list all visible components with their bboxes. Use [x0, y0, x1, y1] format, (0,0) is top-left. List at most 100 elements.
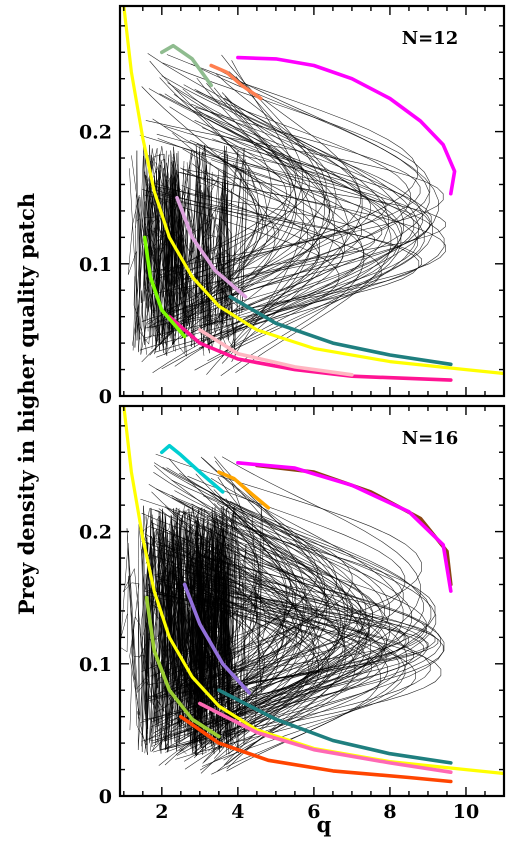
series-line-0 [122, 6, 504, 376]
background-trajectory [226, 543, 347, 766]
series-line-0 [122, 406, 504, 776]
background-trajectory [167, 82, 296, 276]
series-line-2 [236, 460, 453, 593]
background-trajectory [230, 596, 303, 675]
series-line-8 [175, 195, 248, 299]
panel-top-series [122, 6, 504, 382]
background-trajectory [194, 88, 419, 371]
y-tick-label: 0 [99, 786, 112, 808]
y-tick-label: 0.1 [79, 254, 112, 276]
background-trajectory [171, 586, 197, 703]
background-trajectory [143, 590, 414, 721]
background-trajectory [148, 184, 168, 346]
background-trajectory [164, 593, 372, 742]
background-trajectory [190, 63, 430, 332]
series-line-6 [179, 714, 453, 784]
background-trajectory [209, 216, 236, 351]
background-trajectory [175, 590, 416, 760]
background-trajectory [213, 456, 327, 759]
background-trajectory [154, 509, 383, 728]
panel-top-ticks: 0 0.1 0.2 [79, 6, 505, 408]
background-trajectory [182, 148, 308, 322]
background-trajectory [225, 543, 427, 708]
background-trajectory [161, 75, 389, 370]
background-trajectory [159, 511, 179, 749]
background-trajectory [152, 118, 320, 373]
background-trajectory [232, 515, 437, 724]
background-trajectory [223, 535, 315, 766]
series-line-4 [198, 328, 354, 377]
background-trajectory [122, 567, 151, 720]
background-trajectory [223, 563, 245, 738]
background-trajectory [194, 228, 216, 326]
background-trajectory [181, 562, 427, 700]
background-trajectory [153, 540, 445, 753]
series-line-2 [228, 294, 453, 367]
series-line-5 [160, 443, 225, 494]
background-trajectory [211, 571, 226, 752]
y-axis-title: Prey density in higher quality patch [14, 193, 39, 615]
panel-top: 0 0.1 0.2 N=12 [79, 4, 506, 408]
background-trajectory [219, 497, 291, 672]
background-trajectory [163, 564, 199, 742]
background-trajectory [229, 147, 245, 354]
x-tick-label: 2 [155, 801, 168, 823]
background-trajectory [139, 551, 172, 679]
background-trajectory [144, 194, 423, 329]
panel-bottom: 0 0.1 0.2 2 4 6 8 10 N=16 [79, 404, 506, 823]
background-trajectory [213, 489, 297, 688]
background-trajectory [224, 95, 296, 305]
series-line-8 [182, 582, 252, 695]
background-trajectory [127, 195, 151, 341]
background-trajectory [164, 93, 330, 336]
series-line-1 [236, 55, 457, 196]
background-trajectory [162, 466, 337, 695]
background-trajectory [191, 103, 423, 333]
background-trajectory [222, 506, 248, 687]
background-trajectory [213, 503, 293, 691]
background-trajectory [195, 106, 421, 274]
background-trajectory [149, 144, 174, 351]
x-tick-label: 8 [383, 801, 396, 823]
y-tick-label: 0.1 [79, 654, 112, 676]
background-trajectory [225, 543, 253, 756]
background-trajectory [182, 168, 446, 281]
background-trajectory [216, 149, 239, 267]
background-trajectory [189, 139, 399, 346]
background-trajectory [150, 155, 169, 314]
background-trajectory [203, 550, 216, 745]
background-trajectory [194, 120, 371, 296]
background-trajectory [202, 170, 364, 338]
background-trajectory [136, 201, 150, 340]
background-trajectory [164, 165, 185, 355]
x-tick-label: 10 [453, 801, 479, 823]
series-line-6 [160, 43, 213, 88]
panel-top-frame [118, 4, 506, 398]
background-trajectory [213, 87, 298, 323]
background-trajectory [180, 172, 383, 292]
background-trajectory [159, 594, 442, 751]
background-trajectory [172, 132, 276, 344]
series-line-9 [217, 470, 271, 510]
background-trajectory [157, 138, 362, 323]
background-trajectory [206, 162, 223, 350]
background-trajectory [156, 133, 387, 279]
background-trajectory [231, 483, 260, 676]
series-line-5 [142, 235, 187, 339]
background-trajectory [156, 197, 340, 358]
background-trajectory [166, 582, 188, 732]
background-trajectory [164, 585, 431, 750]
background-trajectory [229, 501, 424, 713]
series-line-7 [209, 63, 263, 101]
background-trajectory [237, 595, 316, 704]
background-trajectory [209, 153, 232, 331]
background-trajectory [224, 550, 236, 749]
background-trajectory [183, 181, 207, 341]
background-trajectory [223, 575, 356, 761]
background-trajectory [150, 158, 174, 351]
background-trajectory [196, 171, 219, 330]
panel-bottom-label: N=16 [402, 428, 459, 449]
x-axis-title: q [317, 812, 332, 837]
background-trajectory [221, 155, 430, 294]
